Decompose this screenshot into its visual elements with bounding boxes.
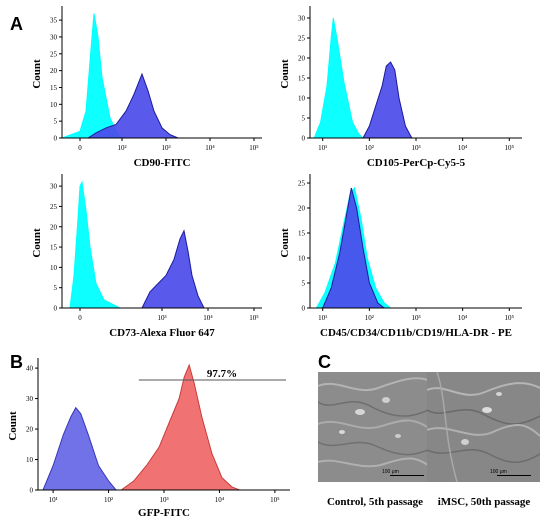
y-axis-label: Count xyxy=(7,411,19,441)
y-tick-label: 20 xyxy=(26,426,34,434)
x-tick-label: 10⁴ xyxy=(458,144,468,152)
micrograph-control xyxy=(318,372,432,482)
x-tick-label: 10⁵ xyxy=(249,314,259,322)
y-tick-label: 25 xyxy=(50,50,58,58)
x-tick-label: 10² xyxy=(117,144,126,152)
x-axis-label: CD73-Alexa Fluor 647 xyxy=(109,327,215,339)
x-tick-label: 10³ xyxy=(161,144,170,152)
histogram-blue-series xyxy=(42,406,118,491)
x-tick-label: 10⁴ xyxy=(205,144,215,152)
x-tick-label: 10⁵ xyxy=(249,144,259,152)
x-tick-label: 10⁵ xyxy=(270,496,280,504)
histogram-gfp: 97.7% 0 10 20 30 40 10¹ 10² 10³ 10⁴ 10⁵ GFP-FITC Cou… xyxy=(7,358,290,519)
x-tick-label: 10¹ xyxy=(318,314,327,322)
x-tick-label: 10³ xyxy=(157,314,166,322)
x-tick-label: 10⁴ xyxy=(203,314,213,322)
y-tick-label: 15 xyxy=(298,75,306,83)
micrograph-control-image xyxy=(318,372,432,482)
histogram-blue-series xyxy=(141,229,205,309)
x-tick-label: 10¹ xyxy=(49,496,58,504)
scalebar-line xyxy=(390,475,424,476)
histogram-cd73: 0 5 10 15 20 25 30 0 10³ 10⁴ 10⁵ CD73-Alexa Fluor 6… xyxy=(31,174,262,339)
panel-label-a: A xyxy=(10,14,23,34)
histogram-cd90: 0 5 10 15 20 25 30 35 0 10² 10³ 10⁴ 10⁵ CD90-FITC Coun… xyxy=(31,6,262,169)
y-tick-label: 40 xyxy=(26,365,34,373)
panel-label-b: B xyxy=(10,352,23,372)
scalebar-label: 100 μm xyxy=(490,469,507,475)
histogram-blue-series xyxy=(86,72,179,139)
histogram-cd45: 0 5 10 15 20 25 10¹ 10² 10³ 10⁴ 10⁵ CD45/CD34/CD11b… xyxy=(279,174,522,339)
y-tick-label: 25 xyxy=(50,203,58,211)
x-tick-label: 0 xyxy=(78,144,82,152)
x-axis-label: CD45/CD34/CD11b/CD19/HLA-DR - PE xyxy=(320,327,512,339)
x-tick-label: 10³ xyxy=(411,314,420,322)
x-tick-label: 10³ xyxy=(411,144,420,152)
x-tick-label: 10⁵ xyxy=(505,144,515,152)
x-tick-label: 10² xyxy=(104,496,113,504)
y-tick-label: 20 xyxy=(298,205,306,213)
y-tick-label: 15 xyxy=(298,230,306,238)
x-axis-label: GFP-FITC xyxy=(138,507,190,519)
gate-percentage: 97.7% xyxy=(207,368,237,380)
y-axis-label: Count xyxy=(279,228,291,258)
x-tick-label: 10³ xyxy=(159,496,168,504)
histogram-blue-series xyxy=(362,61,413,139)
y-tick-label: 5 xyxy=(54,284,58,292)
y-tick-label: 30 xyxy=(26,395,34,403)
y-tick-label: 10 xyxy=(26,456,34,464)
histogram-cd105: 0 5 10 15 20 25 30 10¹ 10² 10³ 10⁴ 10⁵ CD105-PerCp-C… xyxy=(279,6,522,169)
micrograph-imsc xyxy=(427,372,540,482)
histogram-blue-series xyxy=(321,187,386,309)
y-tick-label: 0 xyxy=(302,305,306,313)
histogram-cyan-series xyxy=(313,17,365,139)
y-tick-label: 5 xyxy=(302,115,306,123)
y-tick-label: 10 xyxy=(50,264,58,272)
y-tick-label: 20 xyxy=(298,55,306,63)
y-tick-label: 0 xyxy=(54,135,58,143)
x-tick-label: 10⁴ xyxy=(215,496,225,504)
y-tick-label: 5 xyxy=(302,280,306,288)
x-tick-label: 10² xyxy=(365,314,374,322)
y-tick-label: 25 xyxy=(298,180,306,188)
panel-label-c: C xyxy=(318,352,331,372)
caption-imsc: iMSC, 50th passage xyxy=(437,496,531,508)
scalebar-label: 100 μm xyxy=(382,469,399,475)
y-tick-label: 0 xyxy=(30,487,34,495)
y-tick-label: 15 xyxy=(50,84,58,92)
y-tick-label: 15 xyxy=(50,244,58,252)
y-tick-label: 20 xyxy=(50,67,58,75)
y-tick-label: 25 xyxy=(298,35,306,43)
x-tick-label: 10⁵ xyxy=(505,314,515,322)
scalebar-line xyxy=(497,475,531,476)
histogram-cyan-series xyxy=(69,180,121,309)
y-tick-label: 35 xyxy=(50,17,58,25)
y-tick-label: 0 xyxy=(54,305,58,313)
y-tick-label: 5 xyxy=(54,118,58,126)
y-tick-label: 0 xyxy=(302,135,306,143)
micrograph-imsc-image xyxy=(427,372,540,482)
y-tick-label: 10 xyxy=(298,255,306,263)
x-tick-label: 10¹ xyxy=(318,144,327,152)
x-tick-label: 10² xyxy=(365,144,374,152)
x-tick-label: 0 xyxy=(78,314,82,322)
caption-control: Control, 5th passage xyxy=(326,496,424,508)
y-axis-label: Count xyxy=(279,59,291,89)
y-tick-label: 30 xyxy=(50,33,58,41)
y-axis-label: Count xyxy=(31,228,43,258)
histogram-red-series xyxy=(119,363,240,491)
y-tick-label: 20 xyxy=(50,223,58,231)
y-tick-label: 10 xyxy=(298,95,306,103)
x-axis-label: CD90-FITC xyxy=(134,157,191,169)
y-axis-label: Count xyxy=(31,59,43,89)
y-tick-label: 10 xyxy=(50,101,58,109)
y-tick-label: 30 xyxy=(298,15,306,23)
x-tick-label: 10⁴ xyxy=(458,314,468,322)
y-tick-label: 30 xyxy=(50,183,58,191)
x-axis-label: CD105-PerCp-Cy5-5 xyxy=(367,157,466,169)
